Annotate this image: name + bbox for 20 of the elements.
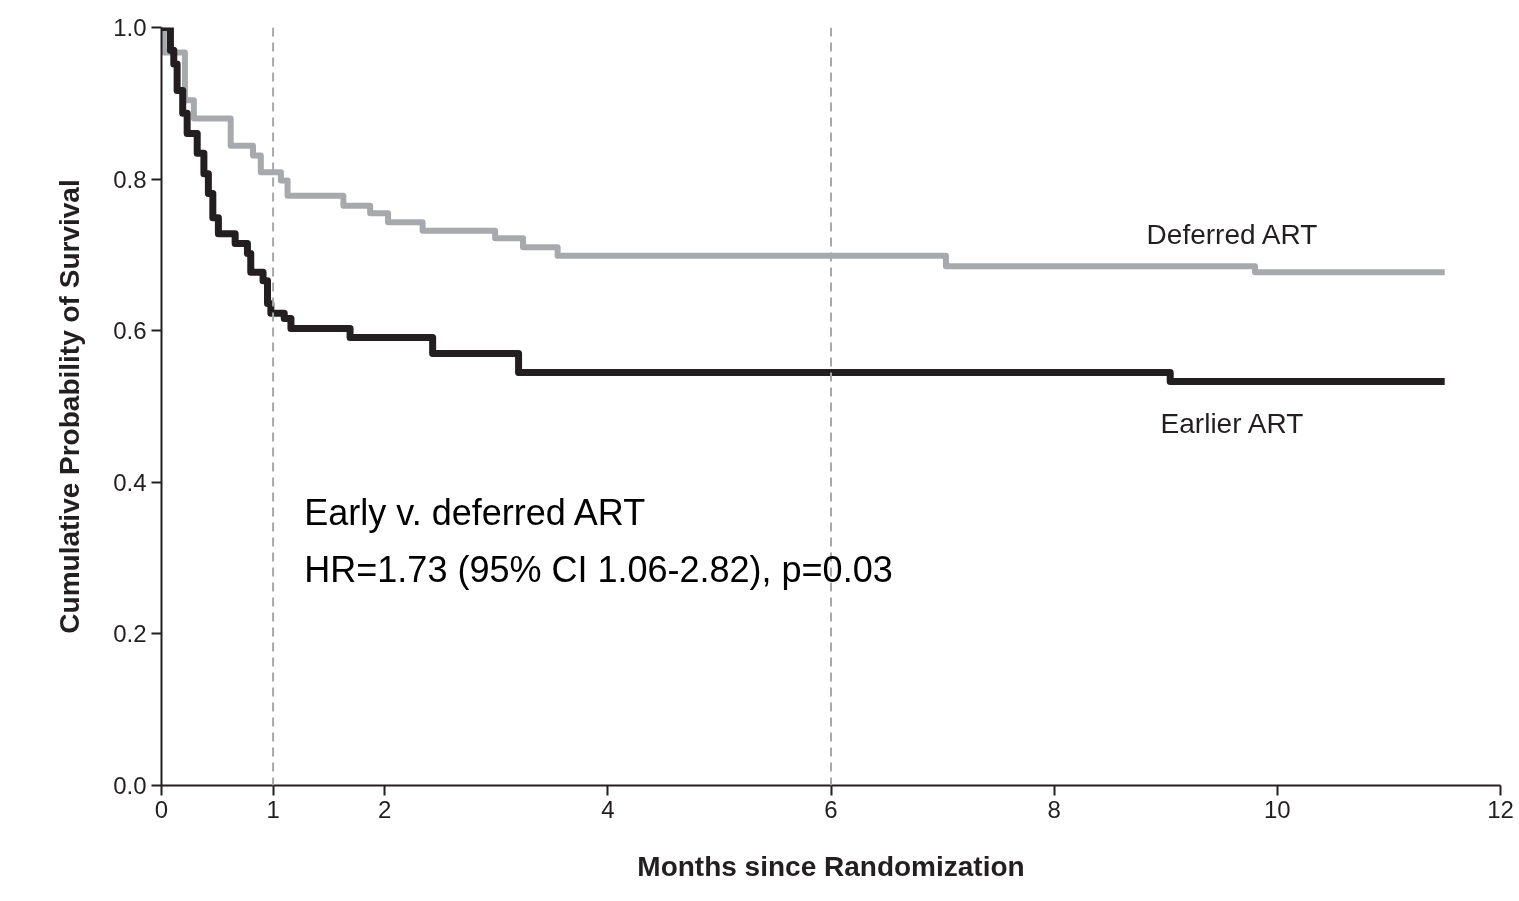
annotation: Early v. deferred ART [304, 492, 646, 534]
y-tick-label: 0.6 [113, 317, 147, 345]
x-tick-label: 6 [824, 795, 838, 823]
y-tick-label: 0.4 [113, 468, 147, 496]
x-tick-label: 4 [601, 795, 615, 823]
x-tick-label: 12 [1487, 795, 1514, 823]
y-tick-label: 0.8 [113, 165, 147, 193]
y-tick-label: 0.0 [113, 772, 147, 799]
x-tick-label: 10 [1263, 795, 1291, 823]
x-tick-label: 2 [377, 795, 392, 823]
series-label: Deferred ART [1146, 218, 1318, 250]
x-tick-label: 0 [154, 795, 169, 823]
annotation: HR=1.73 (95% CI 1.06-2.82), p=0.03 [304, 548, 893, 590]
y-axis-title: Cumulative Probability of Survival [54, 179, 86, 634]
x-tick-label: 8 [1047, 795, 1061, 823]
x-tick-label: 1 [266, 795, 280, 823]
y-tick-label: 1.0 [113, 14, 147, 41]
series-label: Earlier ART [1160, 407, 1304, 439]
x-axis-title: Months since Randomization [637, 850, 1025, 882]
y-tick-label: 0.2 [113, 620, 147, 648]
